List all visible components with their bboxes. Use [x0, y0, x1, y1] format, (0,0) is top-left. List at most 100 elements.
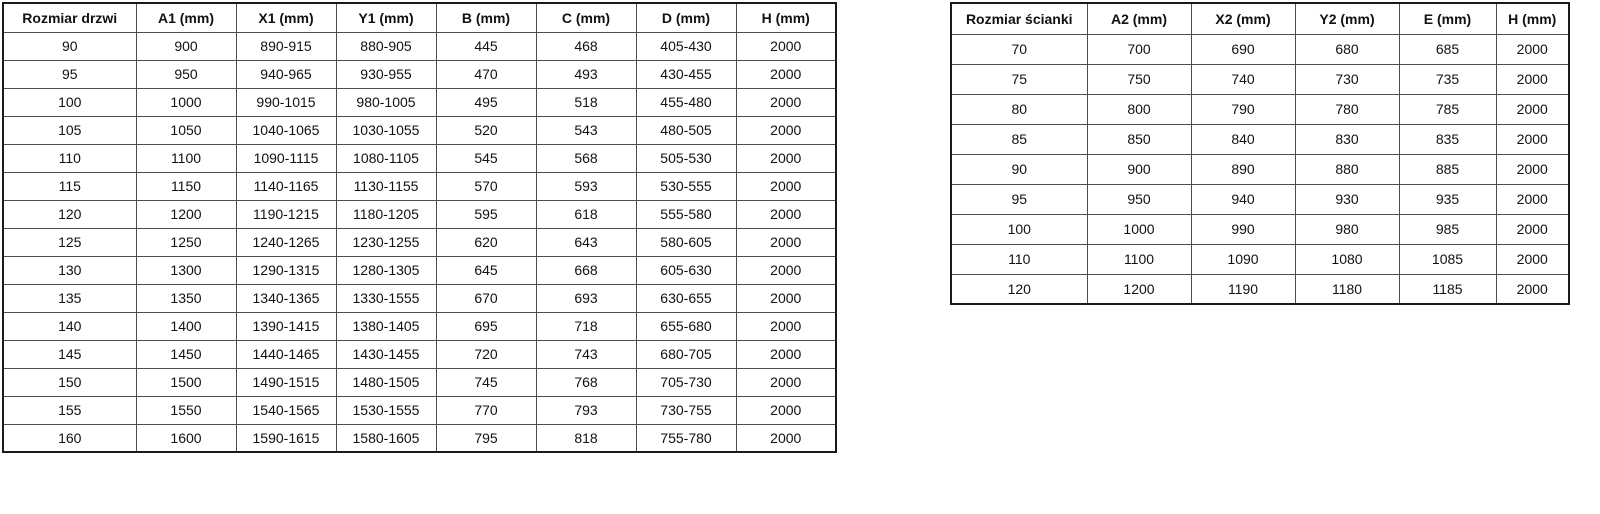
table-cell: 2000	[735, 143, 837, 173]
table-cell: 1090	[1190, 243, 1296, 275]
table-cell: 835	[1398, 123, 1497, 155]
table-cell: 795	[435, 423, 537, 453]
table-cell: 2000	[735, 367, 837, 397]
door-size-table-container: Rozmiar drzwi A1 (mm) X1 (mm) Y1 (mm) B (mm)…	[2, 2, 837, 453]
table-cell: 618	[535, 199, 637, 229]
table-cell: 700	[1086, 33, 1192, 65]
table-cell: 593	[535, 171, 637, 201]
table-cell: 718	[535, 311, 637, 341]
table-row: 160 1600 1590-1615 1580-1605 795 818 755-780 20…	[2, 423, 837, 453]
column-header: B (mm)	[435, 2, 537, 33]
table-cell: 680	[1294, 33, 1400, 65]
table-cell: 900	[1086, 153, 1192, 185]
column-header: E (mm)	[1398, 2, 1497, 35]
table-cell: 1080	[1294, 243, 1400, 275]
table-cell: 930	[1294, 183, 1400, 215]
table-cell: 555-580	[635, 199, 737, 229]
column-header: Y2 (mm)	[1294, 2, 1400, 35]
table-cell: 1100	[135, 143, 237, 173]
wall-size-table-container: Rozmiar ścianki A2 (mm) X2 (mm) Y2 (mm) E (m…	[950, 2, 1570, 305]
table-cell: 1430-1455	[335, 339, 437, 369]
column-header: A2 (mm)	[1086, 2, 1192, 35]
table-cell: 95	[950, 183, 1088, 215]
table-cell: 110	[2, 143, 137, 173]
table-row: 100 1000 990 980 985 2000	[950, 213, 1570, 245]
table-cell: 950	[1086, 183, 1192, 215]
table-cell: 1450	[135, 339, 237, 369]
table-cell: 580-605	[635, 227, 737, 257]
table-cell: 800	[1086, 93, 1192, 125]
table-cell: 950	[135, 59, 237, 89]
table-cell: 980-1005	[335, 87, 437, 117]
table-cell: 160	[2, 423, 137, 453]
table-cell: 630-655	[635, 283, 737, 313]
table-cell: 980	[1294, 213, 1400, 245]
table-cell: 1550	[135, 395, 237, 425]
table-row: 135 1350 1340-1365 1330-1555 670 693 630-655 20…	[2, 283, 837, 313]
table-cell: 885	[1398, 153, 1497, 185]
table-cell: 2000	[735, 311, 837, 341]
table-row: 120 1200 1190-1215 1180-1205 595 618 555-580 20…	[2, 199, 837, 229]
table-cell: 1200	[135, 199, 237, 229]
wall-size-table-header-row: Rozmiar ścianki A2 (mm) X2 (mm) Y2 (mm) E (m…	[950, 2, 1570, 35]
table-cell: 2000	[735, 87, 837, 117]
table-cell: 655-680	[635, 311, 737, 341]
table-cell: 730-755	[635, 395, 737, 425]
column-header: C (mm)	[535, 2, 637, 33]
table-cell: 1280-1305	[335, 255, 437, 285]
column-header: Rozmiar ścianki	[950, 2, 1088, 35]
table-cell: 2000	[1495, 153, 1570, 185]
table-cell: 1000	[135, 87, 237, 117]
table-cell: 430-455	[635, 59, 737, 89]
table-row: 125 1250 1240-1265 1230-1255 620 643 580-605 20…	[2, 227, 837, 257]
table-row: 100 1000 990-1015 980-1005 495 518 455-480 2000	[2, 87, 837, 117]
table-cell: 1400	[135, 311, 237, 341]
table-cell: 890	[1190, 153, 1296, 185]
table-row: 105 1050 1040-1065 1030-1055 520 543 480-505 20…	[2, 115, 837, 145]
table-cell: 2000	[1495, 63, 1570, 95]
table-cell: 1180	[1294, 273, 1400, 305]
table-cell: 493	[535, 59, 637, 89]
table-cell: 1530-1555	[335, 395, 437, 425]
table-cell: 1090-1115	[235, 143, 337, 173]
table-cell: 595	[435, 199, 537, 229]
table-row: 140 1400 1390-1415 1380-1405 695 718 655-680 20…	[2, 311, 837, 341]
table-cell: 495	[435, 87, 537, 117]
wall-size-table: Rozmiar ścianki A2 (mm) X2 (mm) Y2 (mm) E (m…	[950, 2, 1570, 305]
table-cell: 605-630	[635, 255, 737, 285]
table-cell: 155	[2, 395, 137, 425]
column-header: X1 (mm)	[235, 2, 337, 33]
table-row: 90 900 890 880 885 2000	[950, 153, 1570, 185]
table-cell: 900	[135, 31, 237, 61]
door-size-table-body: 90 900 890-915 880-905 445 468 405-430 2000 95 95…	[2, 31, 837, 453]
table-cell: 2000	[735, 227, 837, 257]
table-cell: 568	[535, 143, 637, 173]
table-cell: 1130-1155	[335, 171, 437, 201]
table-cell: 743	[535, 339, 637, 369]
table-cell: 785	[1398, 93, 1497, 125]
table-cell: 570	[435, 171, 537, 201]
column-header: X2 (mm)	[1190, 2, 1296, 35]
table-cell: 668	[535, 255, 637, 285]
wall-size-table-head: Rozmiar ścianki A2 (mm) X2 (mm) Y2 (mm) E (m…	[950, 2, 1570, 35]
table-cell: 2000	[1495, 123, 1570, 155]
table-cell: 2000	[735, 59, 837, 89]
table-cell: 790	[1190, 93, 1296, 125]
table-cell: 930-955	[335, 59, 437, 89]
table-cell: 730	[1294, 63, 1400, 95]
table-cell: 720	[435, 339, 537, 369]
column-header: A1 (mm)	[135, 2, 237, 33]
table-cell: 85	[950, 123, 1088, 155]
table-cell: 1185	[1398, 273, 1497, 305]
table-cell: 740	[1190, 63, 1296, 95]
table-row: 80 800 790 780 785 2000	[950, 93, 1570, 125]
table-cell: 2000	[735, 423, 837, 453]
table-cell: 1540-1565	[235, 395, 337, 425]
table-cell: 793	[535, 395, 637, 425]
table-cell: 768	[535, 367, 637, 397]
table-cell: 2000	[1495, 93, 1570, 125]
table-cell: 690	[1190, 33, 1296, 65]
table-cell: 840	[1190, 123, 1296, 155]
table-row: 95 950 940 930 935 2000	[950, 183, 1570, 215]
